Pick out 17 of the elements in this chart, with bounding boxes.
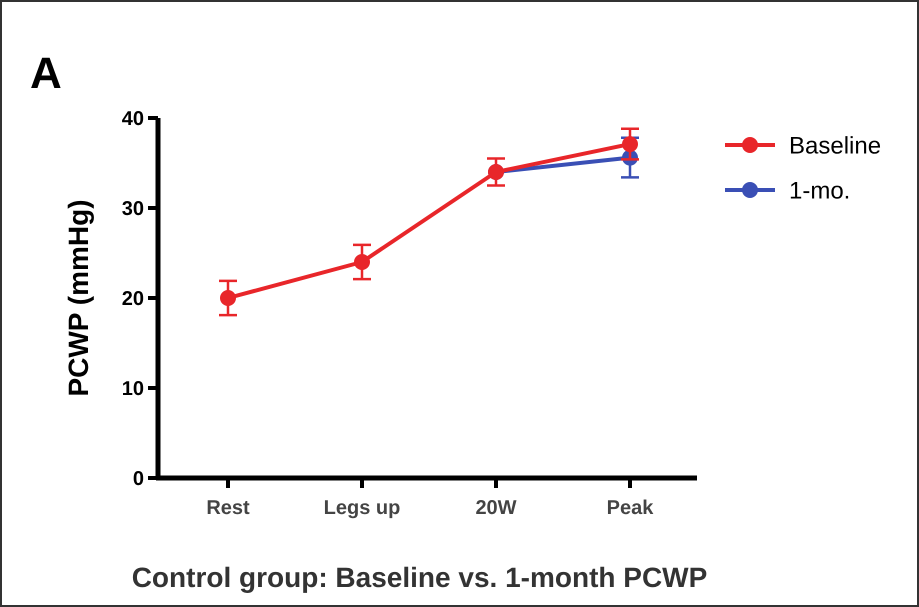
x-tick-label: Legs up: [324, 497, 400, 519]
text: Control group: Baseline vs. 1-month PCWP: [132, 562, 708, 593]
text: A: [30, 49, 62, 98]
y-axis-title: PCWP (mmHg): [63, 199, 94, 397]
x-tick-label: 20W: [475, 497, 517, 519]
point: [622, 136, 638, 152]
y-tick-label: 10: [122, 378, 144, 400]
x-tick-label: Peak: [606, 497, 654, 519]
legend-label: 1-mo.: [789, 177, 850, 204]
y-tick-label: 0: [132, 468, 144, 490]
y-tick-label: 20: [122, 288, 144, 310]
x-tick-label: Rest: [206, 497, 250, 519]
y-tick-label: 40: [122, 108, 144, 130]
legend-label: Baseline: [789, 132, 882, 160]
point: [354, 254, 370, 270]
y-tick-label: 30: [122, 198, 144, 220]
point: [220, 290, 236, 306]
